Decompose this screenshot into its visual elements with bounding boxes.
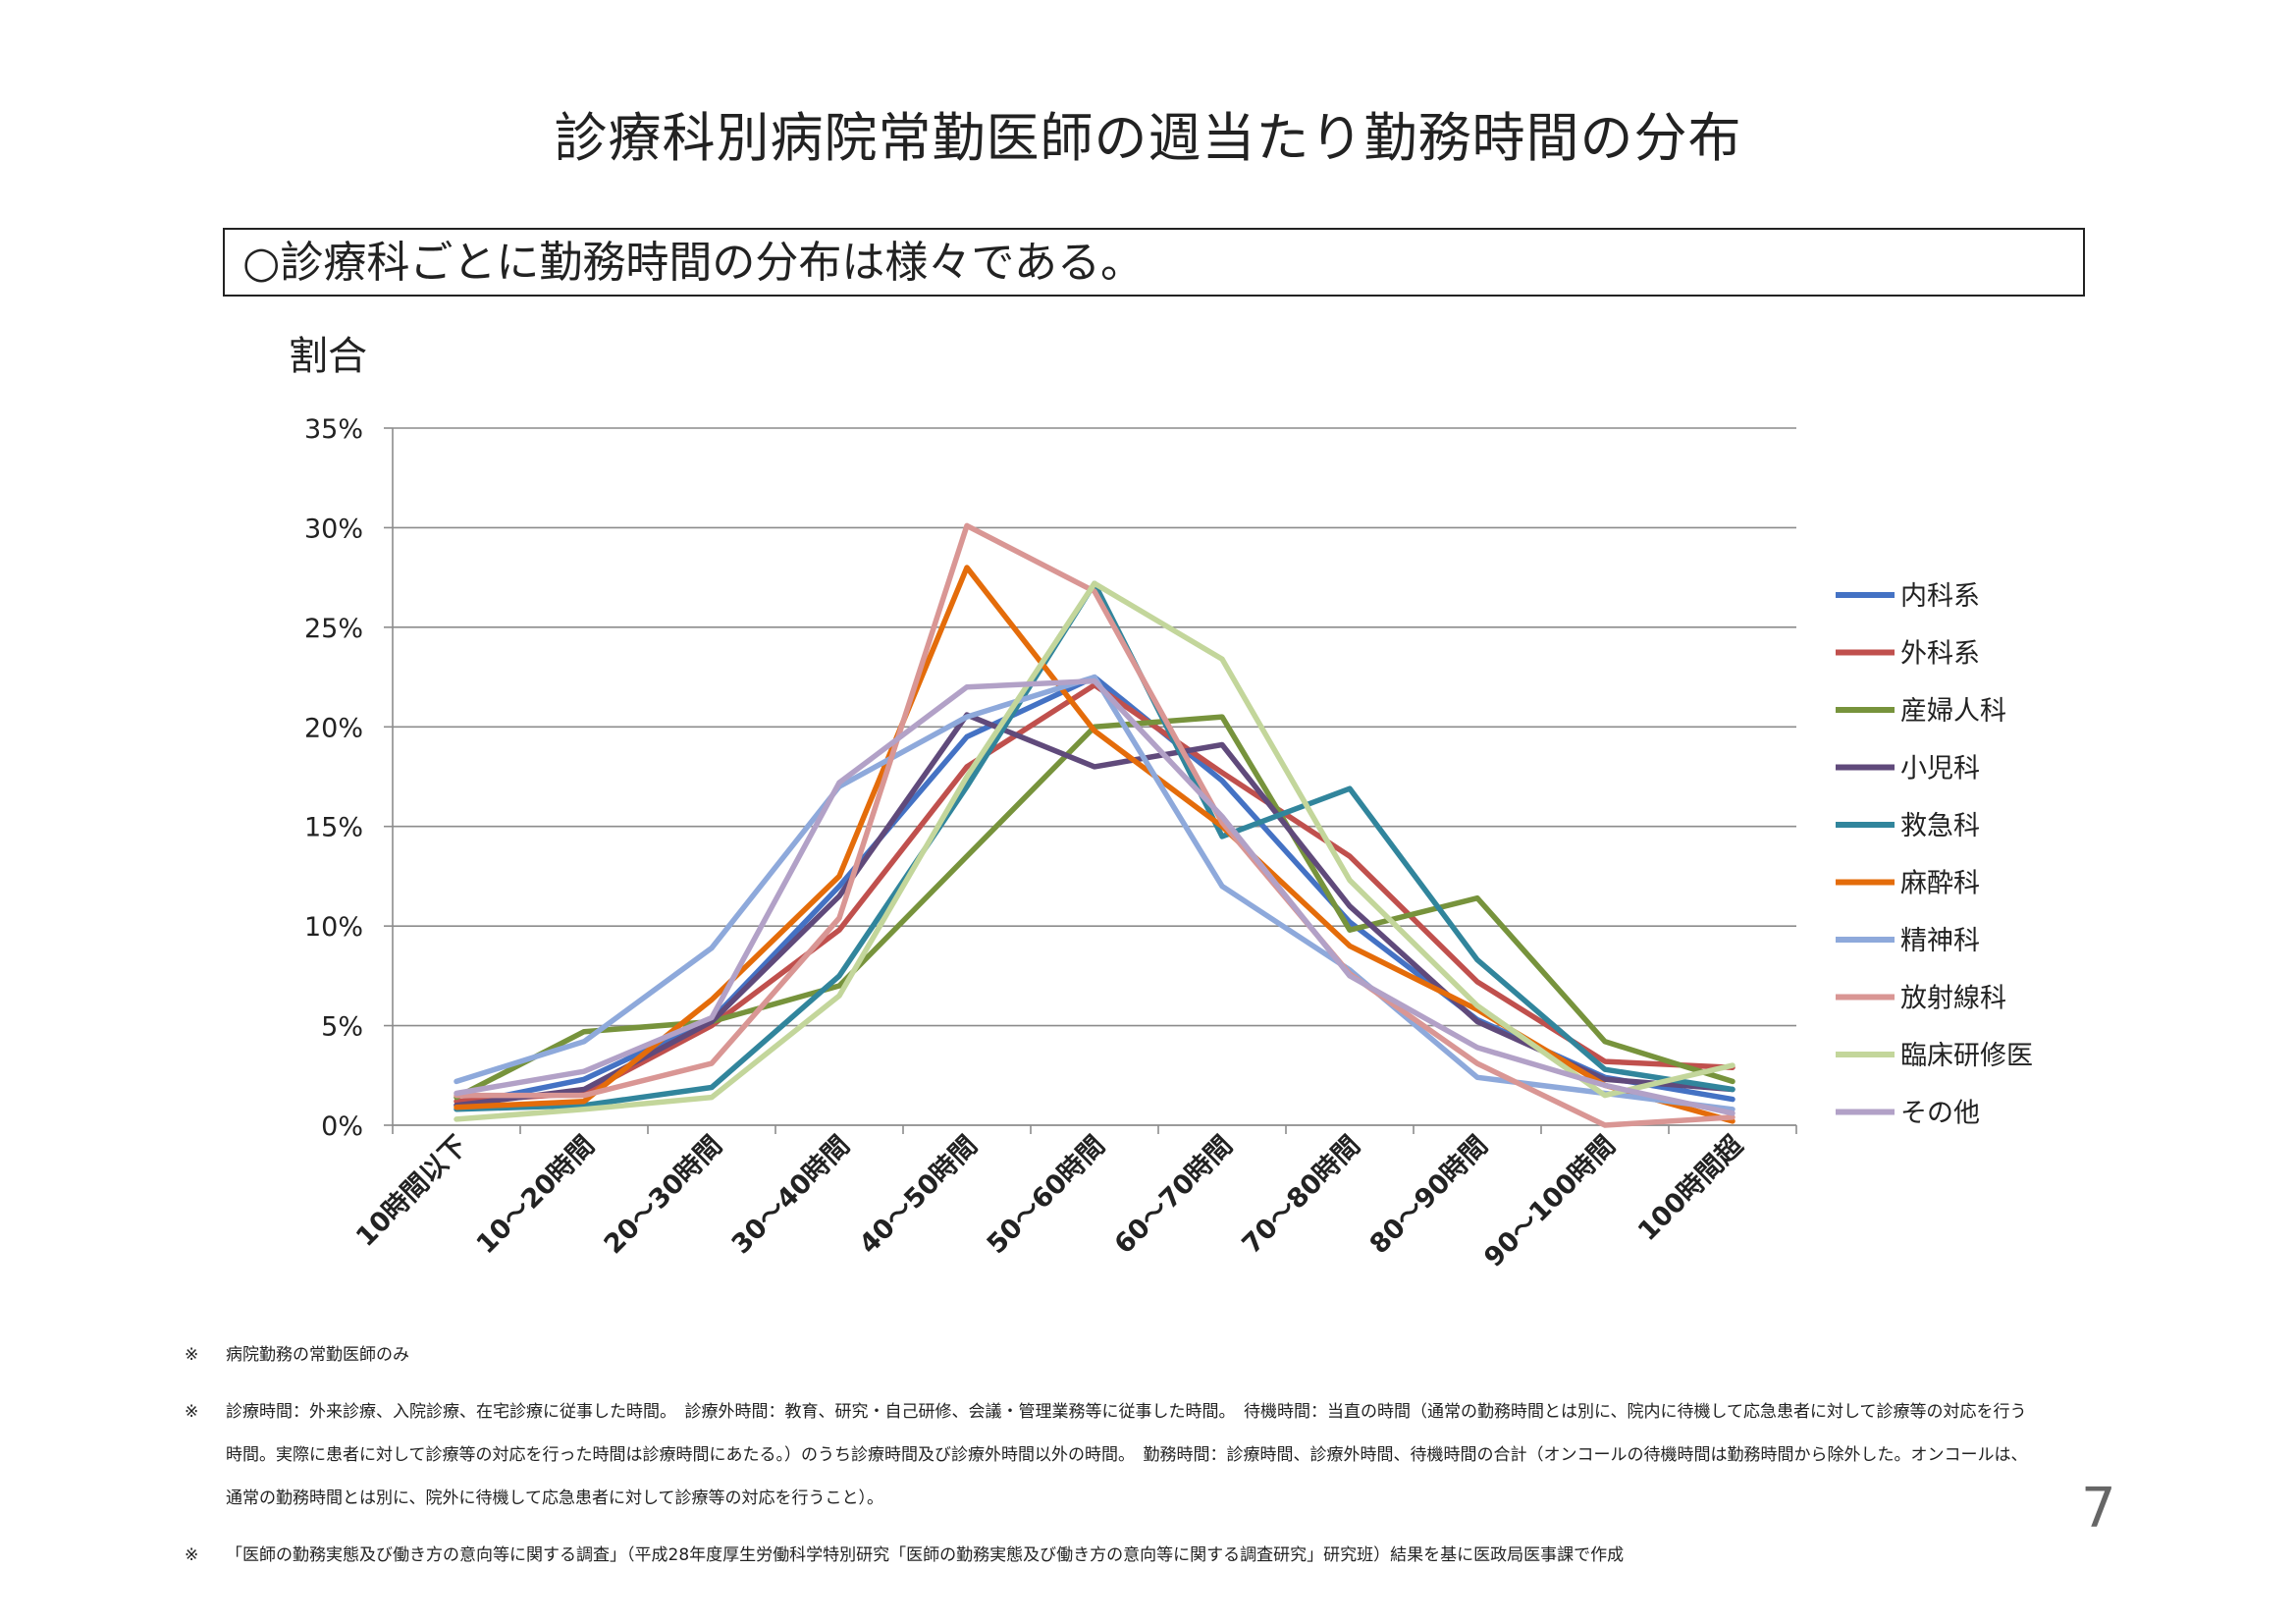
legend-label: その他 bbox=[1900, 1099, 1980, 1129]
summary-text: ○診療科ごとに勤務時間の分布は様々である。 bbox=[242, 238, 1144, 288]
series-line bbox=[454, 522, 1735, 1128]
legend-label: 精神科 bbox=[1900, 926, 1980, 956]
footnote-1: ※ 病院勤務の常勤医師のみ bbox=[185, 1333, 2030, 1377]
footnote-mark: ※ bbox=[185, 1545, 199, 1565]
series-line bbox=[454, 565, 1735, 1124]
x-tick-label: 60～70時間 bbox=[1109, 1130, 1239, 1260]
x-tick-label: 10～20時間 bbox=[471, 1130, 601, 1260]
y-tick-label: 20% bbox=[304, 713, 363, 743]
legend-label: 小児科 bbox=[1900, 754, 1980, 785]
x-tick-label: 10時間以下 bbox=[350, 1130, 473, 1253]
series-line bbox=[454, 681, 1735, 1105]
y-tick-label: 35% bbox=[304, 414, 363, 445]
summary-box: ○診療科ごとに勤務時間の分布は様々である。 bbox=[223, 228, 2085, 297]
legend-label: 救急科 bbox=[1900, 811, 1980, 841]
legend-label: 産婦人科 bbox=[1900, 696, 2006, 727]
line-chart: 0% 5% 10% 15% 20% 25% 30% 35% 割合 10時間以下10～20時間20～… bbox=[289, 334, 2033, 1273]
legend-label: 臨床研修医 bbox=[1900, 1041, 2033, 1071]
x-tick-label: 40～50時間 bbox=[854, 1130, 984, 1260]
footnote-text: 「医師の勤務実態及び働き方の意向等に関する調査」（平成28年度厚生労働科学特別研… bbox=[226, 1545, 1625, 1565]
footnote-mark: ※ bbox=[185, 1345, 199, 1365]
x-tick-label: 50～60時間 bbox=[982, 1130, 1111, 1260]
y-tick-label: 5% bbox=[321, 1012, 363, 1043]
legend-label: 放射線科 bbox=[1900, 984, 2006, 1014]
footnote-text: 病院勤務の常勤医師のみ bbox=[226, 1345, 409, 1365]
x-tick-label: 30～40時間 bbox=[726, 1130, 856, 1260]
x-tick-label: 70～80時間 bbox=[1237, 1130, 1366, 1260]
legend-label: 外科系 bbox=[1900, 639, 1980, 670]
series-line bbox=[454, 714, 1735, 1101]
x-tick-label: 20～30時間 bbox=[599, 1130, 728, 1260]
footnote-2: ※ 診療時間：外来診療、入院診療、在宅診療に従事した時間。 診療外時間：教育、研… bbox=[185, 1390, 2030, 1520]
series-line bbox=[454, 580, 1735, 1122]
x-tick-label: 100時間超 bbox=[1632, 1129, 1750, 1247]
series-line bbox=[454, 674, 1735, 1109]
footnote-text: 診療時間：外来診療、入院診療、在宅診療に従事した時間。 診療外時間：教育、研究・… bbox=[226, 1402, 2028, 1508]
y-tick-label: 25% bbox=[304, 614, 363, 644]
x-tick-label: 80～90時間 bbox=[1364, 1130, 1494, 1260]
y-tick-label: 0% bbox=[321, 1111, 363, 1142]
x-tick-label: 90～100時間 bbox=[1478, 1130, 1622, 1273]
page-title: 診療科別病院常勤医師の週当たり勤務時間の分布 bbox=[554, 107, 1742, 169]
footnote-3: ※ 「医師の勤務実態及び働き方の意向等に関する調査」（平成28年度厚生労働科学特… bbox=[185, 1534, 2030, 1577]
y-tick-label: 15% bbox=[304, 813, 363, 843]
y-axis-label: 割合 bbox=[289, 334, 367, 379]
y-tick-label: 10% bbox=[304, 912, 363, 943]
y-tick-label: 30% bbox=[304, 514, 363, 544]
series-line bbox=[454, 677, 1735, 1116]
series-line bbox=[454, 580, 1735, 1112]
series-line bbox=[454, 712, 1735, 1109]
page-number: 7 bbox=[2081, 1477, 2116, 1541]
footnotes: ※ 病院勤務の常勤医師のみ ※ 診療時間：外来診療、入院診療、在宅診療に従事した… bbox=[185, 1333, 2030, 1577]
footnote-mark: ※ bbox=[185, 1402, 199, 1422]
legend-label: 麻酔科 bbox=[1900, 869, 1980, 899]
legend-label: 内科系 bbox=[1900, 581, 1980, 612]
